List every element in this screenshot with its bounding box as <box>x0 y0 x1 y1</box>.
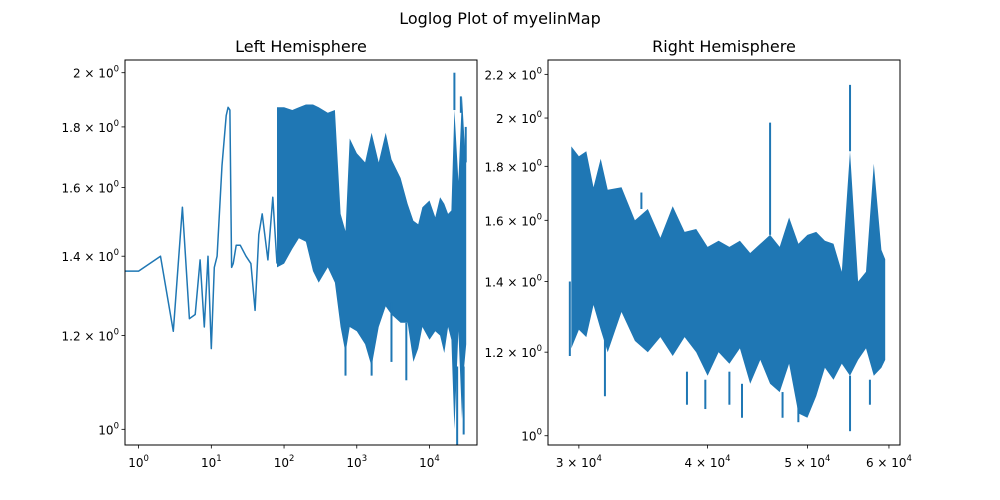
left-hemisphere-y-axis: 100 1.2 × 100 1.4 × 100 1.6 × 100 1.8 × 100 2… <box>62 65 125 437</box>
right-hemisphere-plot-area <box>568 84 886 432</box>
left-hemisphere-y-tick-label: 1.8 × 100 <box>62 119 119 135</box>
left-hemisphere-plot-area <box>125 72 467 445</box>
right-hemisphere-y-tick-label: 1.2 × 100 <box>485 344 542 360</box>
left-hemisphere-envelope-band <box>277 96 467 430</box>
right-hemisphere-x-tick-label: 6 × 104 <box>866 454 912 470</box>
right-hemisphere-y-tick-label: 2 × 100 <box>496 110 542 126</box>
left-hemisphere-panel: Left Hemisphere 100 101 102 103 104 100 1.2 ×… <box>62 37 478 470</box>
right-hemisphere-axes-frame <box>547 59 901 446</box>
left-hemisphere-axes-frame <box>124 59 478 446</box>
right-hemisphere-envelope-band <box>571 146 886 418</box>
left-hemisphere-y-tick-label: 2 × 100 <box>73 65 119 81</box>
right-hemisphere-y-tick-label: 2.2 × 100 <box>485 66 542 82</box>
right-hemisphere-title: Right Hemisphere <box>652 37 796 56</box>
left-hemisphere-x-tick-label: 103 <box>346 454 367 470</box>
left-hemisphere-title: Left Hemisphere <box>235 37 367 56</box>
figure-suptitle: Loglog Plot of myelinMap <box>399 9 601 28</box>
right-hemisphere-panel: Right Hemisphere 3 × 104 4 × 104 5 × 104 6 … <box>485 37 912 470</box>
right-hemisphere-x-tick-label: 4 × 104 <box>685 454 731 470</box>
left-hemisphere-y-tick-label: 1.2 × 100 <box>62 328 119 344</box>
left-hemisphere-y-tick-label: 100 <box>98 421 119 437</box>
right-hemisphere-y-tick-label: 1.8 × 100 <box>485 158 542 174</box>
right-hemisphere-y-tick-label: 1.6 × 100 <box>485 212 542 228</box>
left-hemisphere-x-tick-label: 104 <box>419 454 440 470</box>
left-hemisphere-y-tick-label: 1.6 × 100 <box>62 180 119 196</box>
left-hemisphere-x-tick-label: 100 <box>128 454 149 470</box>
left-hemisphere-y-tick-label: 1.4 × 100 <box>62 248 119 264</box>
right-hemisphere-x-axis: 3 × 104 4 × 104 5 × 104 6 × 104 <box>556 445 912 470</box>
left-hemisphere-series-line <box>125 106 278 350</box>
left-hemisphere-x-axis: 100 101 102 103 104 <box>128 445 440 470</box>
right-hemisphere-y-tick-label: 1.4 × 100 <box>485 274 542 290</box>
right-hemisphere-x-tick-label: 3 × 104 <box>556 454 602 470</box>
right-hemisphere-x-tick-label: 5 × 104 <box>784 454 830 470</box>
right-hemisphere-y-axis: 100 1.2 × 100 1.4 × 100 1.6 × 100 1.8 × 100 2… <box>485 66 548 444</box>
left-hemisphere-x-tick-label: 101 <box>201 454 222 470</box>
left-hemisphere-x-tick-label: 102 <box>274 454 295 470</box>
right-hemisphere-y-tick-label: 100 <box>521 428 542 444</box>
